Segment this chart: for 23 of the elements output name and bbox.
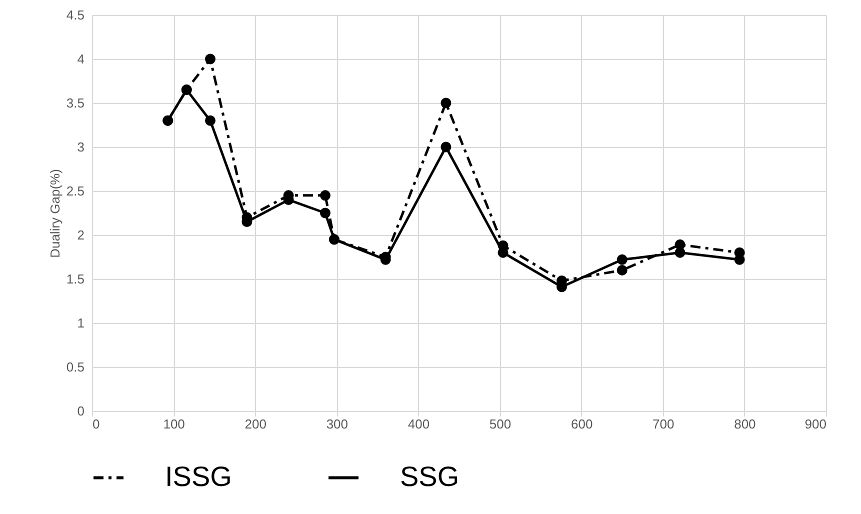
x-tick-label: 500 [489, 416, 512, 432]
y-tick-label: 0.5 [66, 360, 84, 374]
x-tick-label: 0 [92, 416, 100, 432]
x-tick-label: 200 [244, 416, 266, 432]
y-tick-label: 4 [77, 52, 84, 66]
legend-label: ISSG [165, 460, 232, 492]
x-tick-label: 700 [652, 416, 674, 432]
y-tick-label: 1.5 [66, 272, 84, 286]
x-tick-label: 800 [734, 416, 756, 432]
x-tick-label: 300 [326, 416, 348, 432]
x-tick-label: 100 [163, 416, 185, 432]
y-tick-label: 3 [77, 140, 84, 154]
x-tick-label: 600 [570, 416, 593, 432]
y-tick-label: 3.5 [66, 96, 84, 110]
y-tick-label: 4.5 [66, 8, 84, 22]
x-tick-label: 900 [804, 416, 826, 432]
y-tick-label: 2 [77, 228, 84, 242]
x-tick-label: 400 [408, 416, 430, 432]
y-tick-label: 0 [77, 404, 84, 418]
legend-label: SSG [400, 460, 460, 492]
y-axis-title: Dualiry Gap(%) [47, 169, 62, 258]
y-tick-label: 2.5 [66, 184, 84, 198]
y-tick-label: 1 [77, 316, 84, 330]
